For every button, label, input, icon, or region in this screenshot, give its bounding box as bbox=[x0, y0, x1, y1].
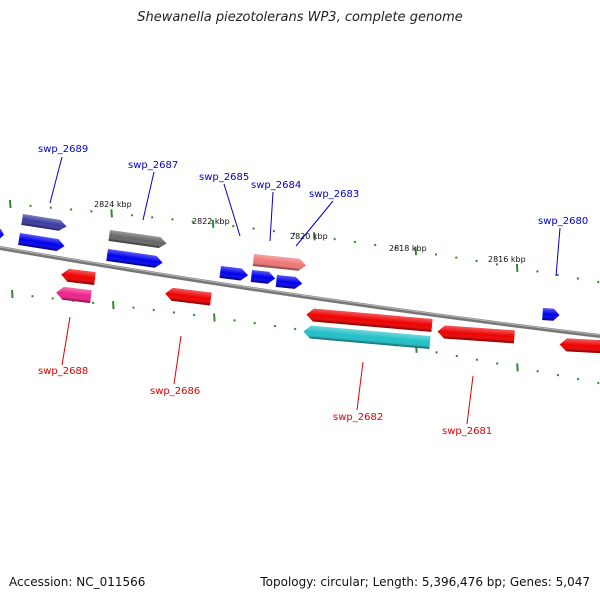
gene-arrow-swp-2682-strand[interactable] bbox=[306, 308, 433, 332]
gene-arrow-lower-red-1[interactable] bbox=[60, 268, 96, 286]
tick-upper bbox=[130, 214, 134, 217]
tick-lower bbox=[495, 362, 499, 365]
tick-upper bbox=[272, 229, 276, 233]
tick-upper bbox=[576, 277, 580, 280]
tick-lower bbox=[536, 369, 539, 373]
tick-upper bbox=[69, 208, 73, 211]
gene-label-swp-2683[interactable]: swp_2683 bbox=[309, 189, 359, 200]
gene-label-swp-2684[interactable]: swp_2684 bbox=[251, 180, 301, 191]
scale-label-2816: 2816 kbp bbox=[488, 255, 526, 264]
gene-arrow-swp-2689[interactable] bbox=[21, 214, 67, 232]
tick-lower bbox=[253, 321, 256, 325]
tick-upper bbox=[414, 247, 418, 256]
tick-upper bbox=[191, 220, 194, 223]
tick-upper bbox=[292, 232, 296, 235]
tick-lower bbox=[597, 381, 600, 385]
tick-upper bbox=[211, 219, 215, 228]
tick-lower bbox=[213, 313, 216, 322]
tick-upper bbox=[495, 263, 499, 266]
tick-lower bbox=[152, 308, 155, 312]
tick-lower bbox=[192, 313, 196, 317]
genome-backbone bbox=[0, 246, 600, 338]
gene-label-swp-2685[interactable]: swp_2685 bbox=[199, 172, 249, 183]
tick-lower bbox=[31, 294, 34, 298]
gene-arrow-upper-edge[interactable] bbox=[0, 228, 5, 240]
tick-lower bbox=[233, 319, 236, 322]
tick-upper bbox=[29, 204, 32, 208]
tick-upper bbox=[373, 243, 377, 247]
tick-lower bbox=[11, 289, 14, 299]
tick-lower bbox=[51, 297, 54, 300]
tick-upper bbox=[49, 206, 53, 209]
tick-upper bbox=[434, 253, 438, 256]
genome-info-text: Topology: circular; Length: 5,396,476 bp… bbox=[260, 575, 590, 589]
tick-upper bbox=[597, 280, 600, 284]
tick-upper bbox=[515, 263, 519, 272]
gene-arrow-swp-2681[interactable] bbox=[437, 325, 515, 344]
gene-label-swp-2682[interactable]: swp_2682 bbox=[333, 412, 383, 423]
gene-arrow-swp-2687[interactable] bbox=[108, 230, 167, 249]
tick-lower bbox=[576, 377, 580, 381]
tick-upper bbox=[110, 209, 113, 218]
tick-lower bbox=[516, 363, 519, 372]
tick-upper bbox=[90, 210, 93, 213]
gene-arrow-swp-2685[interactable] bbox=[219, 266, 249, 281]
tick-upper bbox=[333, 237, 336, 241]
gene-arrow-upper-blue-1[interactable] bbox=[18, 233, 65, 252]
tick-lower bbox=[435, 351, 438, 354]
gene-label-swp-2680[interactable]: swp_2680 bbox=[538, 216, 588, 227]
tick-lower bbox=[273, 324, 277, 328]
tick-upper bbox=[455, 256, 458, 259]
tick-upper bbox=[556, 273, 559, 277]
gene-label-swp-2687[interactable]: swp_2687 bbox=[128, 160, 178, 171]
tick-upper bbox=[232, 224, 235, 228]
accession-text: Accession: NC_011566 bbox=[9, 575, 146, 589]
tick-upper bbox=[475, 259, 478, 263]
tick-lower bbox=[475, 358, 479, 361]
tick-lower bbox=[132, 306, 135, 309]
scale-labels: 2824 kbp 2822 kbp 2820 kbp 2818 kbp 2816… bbox=[94, 200, 526, 264]
gene-arrow-swp-2684[interactable] bbox=[252, 254, 307, 271]
gene-arrow-swp-2686[interactable] bbox=[164, 287, 212, 306]
scale-label-2824: 2824 kbp bbox=[94, 200, 132, 209]
gene-labels: swp_2689 swp_2687 swp_2685 swp_2684 swp_… bbox=[38, 144, 588, 437]
gene-label-swp-2681[interactable]: swp_2681 bbox=[442, 426, 492, 437]
tick-upper bbox=[353, 240, 357, 244]
gene-arrow-upper-blue-3[interactable] bbox=[250, 270, 276, 284]
gene-label-swp-2688[interactable]: swp_2688 bbox=[38, 366, 88, 377]
tick-lower bbox=[112, 301, 115, 310]
gene-features bbox=[0, 214, 600, 354]
tick-upper bbox=[313, 232, 316, 241]
gene-arrow-swp-2682[interactable] bbox=[303, 325, 431, 350]
tick-lower bbox=[172, 311, 176, 314]
tick-lower bbox=[556, 373, 560, 377]
tick-upper bbox=[394, 246, 397, 250]
tick-lower bbox=[293, 327, 297, 331]
tick-lower bbox=[91, 301, 95, 305]
gene-label-swp-2686[interactable]: swp_2686 bbox=[150, 386, 200, 397]
kbp-tick-marks bbox=[9, 199, 600, 385]
tick-upper bbox=[9, 199, 12, 209]
scale-label-2820: 2820 kbp bbox=[290, 232, 328, 241]
gene-arrow-upper-blue-4[interactable] bbox=[275, 275, 303, 290]
tick-upper bbox=[171, 218, 174, 221]
tick-upper bbox=[252, 227, 255, 230]
tick-upper bbox=[150, 216, 154, 219]
scale-label-2822: 2822 kbp bbox=[192, 217, 230, 226]
gene-arrow-swp-2688[interactable] bbox=[55, 286, 92, 304]
gene-arrow-swp-2680[interactable] bbox=[542, 308, 560, 321]
gene-label-swp-2689[interactable]: swp_2689 bbox=[38, 144, 88, 155]
map-title: Shewanella piezotolerans WP3, complete g… bbox=[137, 10, 463, 25]
scale-label-2818: 2818 kbp bbox=[389, 244, 427, 253]
gene-arrow-upper-blue-2[interactable] bbox=[106, 249, 163, 269]
gene-arrow-lower-edge[interactable] bbox=[559, 338, 600, 354]
tick-upper bbox=[536, 270, 539, 273]
tick-lower bbox=[455, 354, 459, 358]
